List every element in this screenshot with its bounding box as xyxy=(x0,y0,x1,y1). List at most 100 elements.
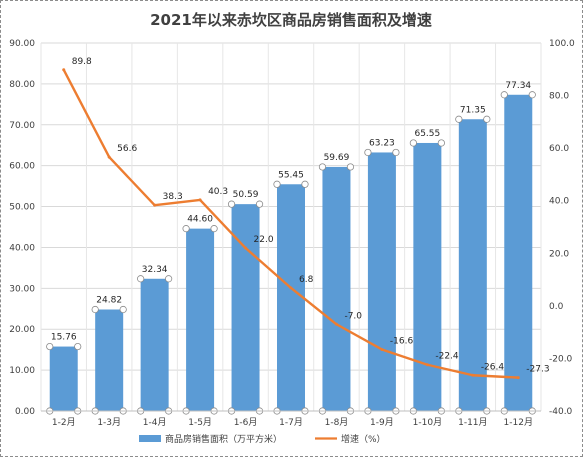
legend-label-line: 增速（%） xyxy=(341,433,386,445)
selection-handle xyxy=(455,115,463,123)
line-data-label: -27.3 xyxy=(526,365,549,375)
bar xyxy=(140,278,169,411)
line-data-label: 89.8 xyxy=(72,57,92,67)
bar xyxy=(277,184,305,411)
y-right-tick-label: 40.0 xyxy=(549,197,569,207)
bar-data-label: 15.76 xyxy=(51,333,77,343)
legend: 商品房销售面积（万平方米） 增速（%） xyxy=(139,433,386,445)
data-labels: 15.76 24.82 32.34 44.60 50.59 55.45 59.69 63.23… xyxy=(51,57,550,375)
x-tick-label: 1-11月 xyxy=(458,417,487,428)
line-point xyxy=(471,373,475,377)
selection-handle xyxy=(182,225,190,233)
y-left-tick-label: 30.00 xyxy=(9,284,35,294)
x-tick-label: 1-6月 xyxy=(234,417,258,428)
line-data-label: 6.8 xyxy=(299,275,314,285)
bar xyxy=(413,142,442,411)
line-point xyxy=(198,198,202,202)
selection-handle xyxy=(409,139,417,147)
line-point xyxy=(425,363,429,367)
line-point xyxy=(153,203,157,207)
bar-data-label: 77.34 xyxy=(505,81,531,91)
y-left-tick-label: 60.00 xyxy=(9,162,35,172)
x-tick-label: 1-12月 xyxy=(504,417,533,428)
bar xyxy=(458,119,487,411)
selection-handle xyxy=(210,225,218,233)
y-left-tick-label: 50.00 xyxy=(9,203,35,213)
y-left-tick-label: 0.00 xyxy=(15,407,35,417)
line-point xyxy=(334,322,338,326)
bar xyxy=(49,346,78,411)
selection-handle xyxy=(392,148,400,157)
bar xyxy=(95,309,124,411)
bar-data-label: 50.59 xyxy=(233,190,259,200)
chart-title: 2021年以来赤坎区商品房销售面积及增速 xyxy=(150,11,432,29)
y-right-tick-label: 80.0 xyxy=(549,92,569,102)
bar xyxy=(367,152,396,412)
y-axis-right: -40.0 -20.0 0.0 20.0 40.0 60.0 80.0 100.0 xyxy=(549,39,575,417)
line-point xyxy=(62,68,66,72)
line-data-label: 38.3 xyxy=(163,192,183,202)
bar-data-label: 65.55 xyxy=(414,129,440,139)
selection-handle xyxy=(74,342,82,351)
x-tick-label: 1-3月 xyxy=(97,417,121,428)
selection-handle xyxy=(137,275,145,283)
bar-data-label: 32.34 xyxy=(142,265,168,275)
y-left-tick-label: 20.00 xyxy=(9,325,35,335)
line-point xyxy=(380,347,384,351)
x-tick-label: 1-10月 xyxy=(413,417,442,428)
bar-data-label: 63.23 xyxy=(369,138,395,148)
selection-handle xyxy=(437,139,445,147)
y-right-tick-label: 20.0 xyxy=(549,249,569,259)
line-data-label: -26.4 xyxy=(481,362,505,372)
selection-handle xyxy=(165,275,173,283)
selection-handle xyxy=(346,163,355,171)
selection-handle xyxy=(301,180,309,188)
x-tick-label: 1-9月 xyxy=(370,417,394,428)
selection-handle xyxy=(500,91,508,99)
bar-data-label: 55.45 xyxy=(278,170,304,180)
y-left-tick-label: 10.00 xyxy=(9,366,35,376)
legend-swatch-bar xyxy=(139,435,161,442)
x-axis: 1-2月 1-3月 1-4月 1-5月 1-6月 1-7月 1-8月 1-9月 1-10月 1-1… xyxy=(41,410,541,428)
y-right-tick-label: 100.0 xyxy=(549,39,575,49)
line-point xyxy=(289,286,293,290)
line-point xyxy=(107,155,111,159)
x-tick-label: 1-8月 xyxy=(325,417,349,428)
x-tick-label: 1-5月 xyxy=(188,417,212,428)
bar-data-label: 24.82 xyxy=(96,296,122,306)
line-data-label: 56.6 xyxy=(117,144,137,154)
y-right-tick-label: -20.0 xyxy=(549,354,573,364)
x-tick-label: 1-4月 xyxy=(143,417,167,428)
y-axis-left: 0.00 10.00 20.00 30.00 40.00 50.00 60.00 70.00 8… xyxy=(9,39,35,417)
bar-series xyxy=(46,91,536,415)
line-series xyxy=(62,68,520,380)
bar-data-label: 44.60 xyxy=(187,215,213,225)
y-left-tick-label: 80.00 xyxy=(9,80,35,90)
y-right-tick-label: 60.0 xyxy=(549,144,569,154)
line-point xyxy=(516,376,520,380)
bar xyxy=(186,228,215,411)
y-right-tick-label: 0.0 xyxy=(549,302,564,312)
bar-data-label: 71.35 xyxy=(460,105,486,115)
selection-handle xyxy=(318,163,327,171)
y-left-tick-label: 70.00 xyxy=(9,121,35,131)
selection-handle xyxy=(46,342,54,351)
line-data-label: -7.0 xyxy=(344,311,362,321)
selection-handle xyxy=(364,148,372,157)
line-data-label: 40.3 xyxy=(208,187,228,197)
selection-handle xyxy=(255,200,264,208)
y-left-tick-label: 90.00 xyxy=(9,39,35,49)
line-data-label: -22.4 xyxy=(435,352,459,362)
bar-data-label: 59.69 xyxy=(324,153,350,163)
bar xyxy=(504,94,533,412)
line-point xyxy=(244,246,248,250)
y-right-tick-label: -40.0 xyxy=(549,407,573,417)
line-data-label: 22.0 xyxy=(254,235,274,245)
selection-handle xyxy=(483,115,491,123)
bar xyxy=(322,166,351,411)
line-data-label: -16.6 xyxy=(390,336,414,346)
y-left-tick-label: 40.00 xyxy=(9,243,35,253)
legend-label-bar: 商品房销售面积（万平方米） xyxy=(165,433,282,445)
